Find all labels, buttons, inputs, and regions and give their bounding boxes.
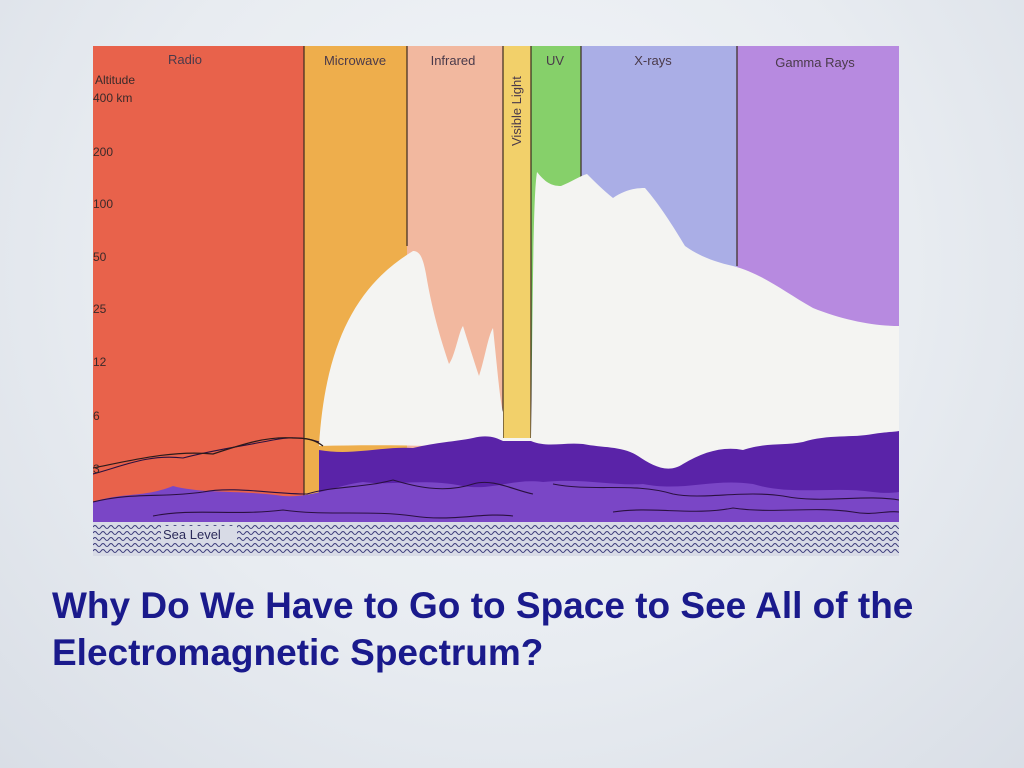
sea-level-label: Sea Level [163,527,221,542]
altitude-tick-400km: 400 km [93,91,132,105]
sea-level-label-bg [161,526,237,542]
altitude-tick-6: 6 [93,409,100,423]
sea-wave-row [93,543,899,547]
altitude-tick-50: 50 [93,250,107,264]
altitude-tick-25: 25 [93,302,107,316]
altitude-ticks: 400 km 200 100 50 25 12 6 3 [93,91,132,476]
band-label-gamma-rays: Gamma Rays [775,55,855,70]
altitude-tick-12: 12 [93,355,107,369]
band-label-x-rays: X-rays [634,53,672,68]
band-radio [93,46,304,522]
band-label-uv: UV [546,53,564,68]
band-label-radio: Radio [168,52,202,67]
band-label-visible-light: Visible Light [509,76,524,146]
atmosphere-opacity-region [319,172,899,476]
atmospheric-window-diagram: Radio Microwave Infrared Visible Light U… [93,46,899,556]
slide-title: Why Do We Have to Go to Space to See All… [52,585,914,673]
altitude-tick-3: 3 [93,462,100,476]
altitude-axis-title: Altitude [95,73,135,87]
altitude-tick-100: 100 [93,197,113,211]
radio-cutoff-curve [93,437,324,469]
altitude-tick-200: 200 [93,145,113,159]
band-label-microwave: Microwave [324,53,386,68]
band-label-infrared: Infrared [431,53,476,68]
sea-wave-row [93,549,899,553]
